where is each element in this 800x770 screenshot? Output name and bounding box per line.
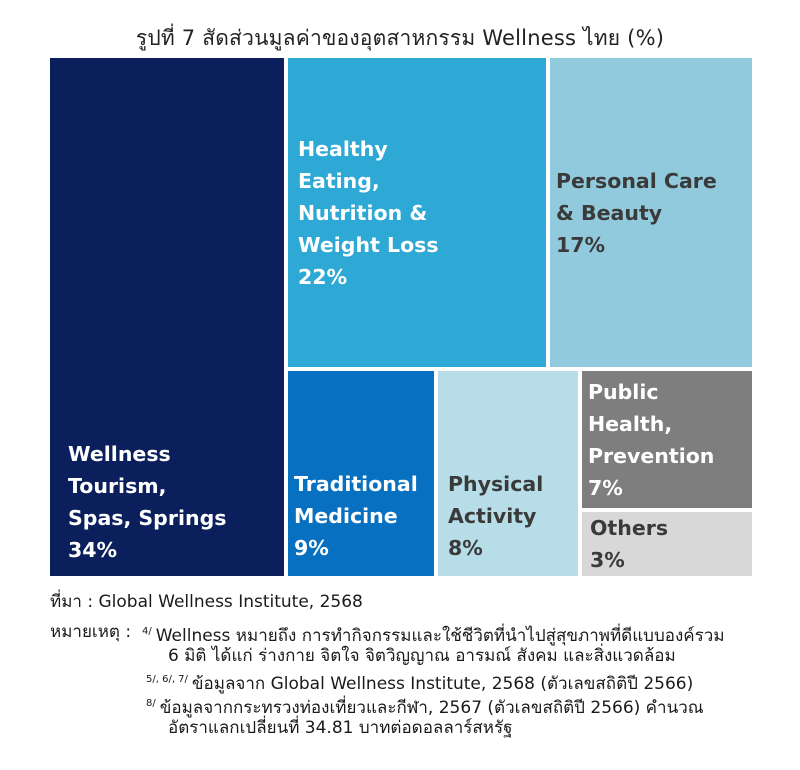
note-4-line-2: 6 มิติ ได้แก่ ร่างกาย จิตใจ จิตวิญญาณ อา… <box>168 646 676 666</box>
note-5-7: 5/, 6/, 7/ข้อมูลจาก Global Wellness Inst… <box>146 668 693 696</box>
treemap-label-wellness-tourism-spas-springs: Wellness Tourism, Spas, Springs <box>68 442 227 530</box>
treemap-tile-healthy-eating-nutrition-weight-loss: Healthy Eating, Nutrition & Weight Loss 2… <box>288 58 546 367</box>
treemap-label-healthy-eating-nutrition-weight-loss: Healthy Eating, Nutrition & Weight Loss <box>298 136 439 257</box>
note-4-ref: 4/ <box>142 626 152 637</box>
note-8-ref: 8/ <box>146 698 156 709</box>
treemap-value-others: 3% <box>590 548 625 572</box>
treemap-value-public-health-prevention: 7% <box>588 475 623 500</box>
note-5-7-ref: 5/, 6/, 7/ <box>146 674 188 685</box>
treemap-value-physical-activity: 8% <box>448 536 483 560</box>
note-8-line-2: อัตราแลกเปลี่ยนที่ 34.81 บาทต่อดอลลาร์สห… <box>168 718 513 738</box>
treemap-label-personal-care-beauty: Personal Care & Beauty <box>556 168 717 225</box>
note-8-line-1: ข้อมูลจากกระทรวงท่องเที่ยวและกีฬา, 2567 … <box>159 698 704 718</box>
treemap-tile-personal-care-beauty: Personal Care & Beauty 17% <box>550 58 752 367</box>
treemap-value-traditional-medicine: 9% <box>294 536 329 560</box>
treemap-chart: Wellness Tourism, Spas, Springs 34% Health… <box>50 58 752 576</box>
treemap-tile-traditional-medicine: Traditional Medicine 9% <box>288 371 434 576</box>
remark-label: หมายเหตุ : <box>50 622 132 642</box>
treemap-value-wellness-tourism-spas-springs: 34% <box>68 538 118 562</box>
treemap-tile-public-health-prevention: Public Health, Prevention 7% <box>582 371 752 508</box>
note-4: 4/Wellness หมายถึง การทำกิจกรรมและใช้ชีว… <box>142 620 725 648</box>
chart-title: รูปที่ 7 สัดส่วนมูลค่าของอุตสาหกรรม Well… <box>135 26 665 50</box>
note-8: 8/ข้อมูลจากกระทรวงท่องเที่ยวและกีฬา, 256… <box>146 692 704 720</box>
treemap-label-traditional-medicine: Traditional Medicine <box>294 472 418 528</box>
treemap-tile-physical-activity: Physical Activity 8% <box>438 371 578 576</box>
treemap-label-public-health-prevention: Public Health, Prevention <box>588 379 715 468</box>
treemap-value-healthy-eating-nutrition-weight-loss: 22% <box>298 264 348 289</box>
treemap-tile-others: Others 3% <box>582 512 752 576</box>
treemap-value-personal-care-beauty: 17% <box>556 232 606 257</box>
source-text: ที่มา : Global Wellness Institute, 2568 <box>50 592 363 612</box>
chart-notes: ที่มา : Global Wellness Institute, 2568 … <box>50 590 790 740</box>
treemap-label-physical-activity: Physical Activity <box>448 472 544 528</box>
treemap-label-others: Others <box>590 516 669 540</box>
note-5-7-line-1: ข้อมูลจาก Global Wellness Institute, 256… <box>191 674 694 694</box>
note-4-line-1: Wellness หมายถึง การทำกิจกรรมและใช้ชีวิต… <box>155 626 725 646</box>
treemap-tile-wellness-tourism-spas-springs: Wellness Tourism, Spas, Springs 34% <box>50 58 284 576</box>
